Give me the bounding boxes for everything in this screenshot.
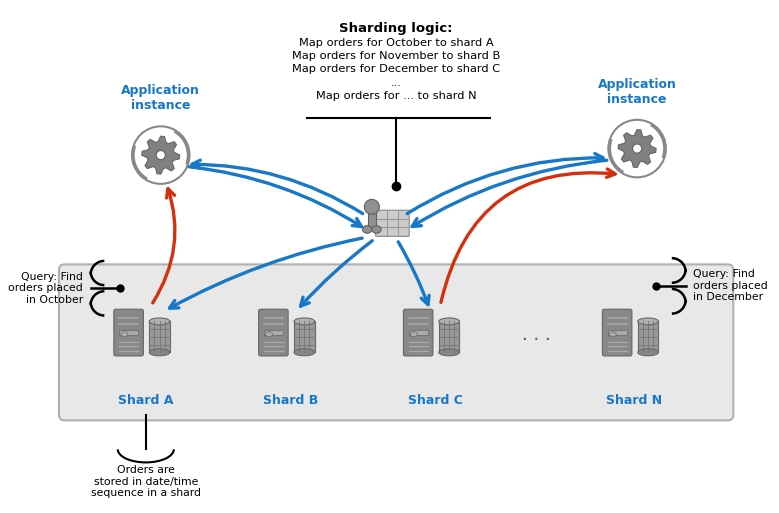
Text: Shard B: Shard B bbox=[263, 394, 318, 407]
Ellipse shape bbox=[294, 349, 315, 356]
Bar bbox=[439, 322, 460, 352]
FancyBboxPatch shape bbox=[404, 309, 433, 356]
Text: Map orders for ... to shard N: Map orders for ... to shard N bbox=[315, 91, 477, 101]
Text: Query: Find
orders placed
in December: Query: Find orders placed in December bbox=[693, 269, 768, 303]
Text: Shard A: Shard A bbox=[118, 394, 174, 407]
FancyBboxPatch shape bbox=[375, 210, 409, 236]
Ellipse shape bbox=[362, 226, 372, 233]
Bar bbox=[264, 330, 283, 335]
Polygon shape bbox=[142, 136, 180, 174]
Ellipse shape bbox=[439, 349, 460, 356]
FancyBboxPatch shape bbox=[602, 309, 632, 356]
Text: Application
instance: Application instance bbox=[597, 77, 676, 106]
Text: Sharding logic:: Sharding logic: bbox=[340, 22, 453, 34]
Bar bbox=[150, 322, 170, 352]
Ellipse shape bbox=[411, 332, 418, 337]
Ellipse shape bbox=[638, 318, 658, 325]
Bar bbox=[409, 330, 428, 335]
Ellipse shape bbox=[121, 332, 128, 337]
Ellipse shape bbox=[608, 120, 666, 177]
Polygon shape bbox=[368, 205, 375, 229]
Ellipse shape bbox=[365, 200, 379, 214]
Bar bbox=[294, 322, 315, 352]
Text: Map orders for November to shard B: Map orders for November to shard B bbox=[292, 51, 500, 62]
Text: ...: ... bbox=[391, 77, 401, 88]
FancyBboxPatch shape bbox=[59, 264, 733, 420]
Ellipse shape bbox=[609, 332, 616, 337]
Bar bbox=[119, 330, 138, 335]
Text: Map orders for October to shard A: Map orders for October to shard A bbox=[299, 38, 493, 48]
Ellipse shape bbox=[150, 318, 170, 325]
Text: Map orders for December to shard C: Map orders for December to shard C bbox=[292, 65, 500, 74]
Text: Shard C: Shard C bbox=[408, 394, 463, 407]
Bar bbox=[608, 330, 626, 335]
FancyBboxPatch shape bbox=[114, 309, 143, 356]
Ellipse shape bbox=[439, 318, 460, 325]
Bar bbox=[638, 322, 658, 352]
Ellipse shape bbox=[372, 226, 381, 233]
Text: Orders are
stored in date/time
sequence in a shard: Orders are stored in date/time sequence … bbox=[91, 465, 201, 499]
Ellipse shape bbox=[132, 126, 189, 184]
FancyBboxPatch shape bbox=[259, 309, 288, 356]
Ellipse shape bbox=[150, 349, 170, 356]
Text: . . .: . . . bbox=[522, 326, 551, 344]
Ellipse shape bbox=[638, 349, 658, 356]
Text: Shard N: Shard N bbox=[606, 394, 662, 407]
Ellipse shape bbox=[633, 144, 642, 153]
Ellipse shape bbox=[156, 150, 165, 160]
Ellipse shape bbox=[294, 318, 315, 325]
Ellipse shape bbox=[266, 332, 273, 337]
Text: Query: Find
orders placed
in October: Query: Find orders placed in October bbox=[9, 271, 83, 305]
Text: Application
instance: Application instance bbox=[122, 84, 200, 112]
Polygon shape bbox=[619, 130, 656, 167]
